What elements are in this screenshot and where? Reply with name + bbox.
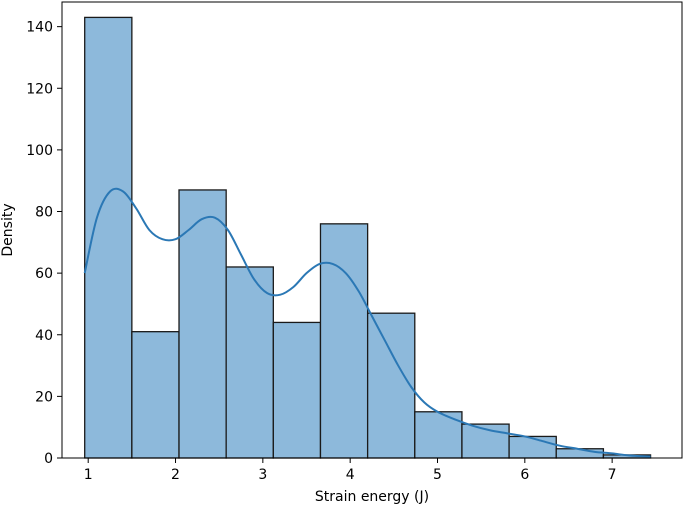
y-tick-label: 120 bbox=[26, 81, 53, 97]
kde-line bbox=[83, 187, 651, 458]
y-tick-label: 80 bbox=[35, 205, 53, 221]
x-tick-label: 4 bbox=[346, 467, 355, 483]
y-tick-label: 20 bbox=[35, 389, 53, 405]
x-tick-label: 6 bbox=[520, 467, 529, 483]
y-tick-label: 60 bbox=[35, 266, 53, 282]
x-ticks: 1 2 3 4 5 6 7 bbox=[84, 458, 617, 483]
histogram-bar bbox=[272, 321, 322, 459]
kde-layer bbox=[83, 187, 651, 458]
y-tick-label: 40 bbox=[35, 328, 53, 344]
x-axis-title: Strain energy (J) bbox=[315, 489, 429, 505]
y-tick-label: 140 bbox=[26, 20, 53, 36]
bars-layer bbox=[84, 16, 652, 459]
y-ticks: 0 20 40 60 80 100 120 140 bbox=[26, 20, 62, 467]
x-tick-label: 3 bbox=[258, 467, 267, 483]
histogram-bar bbox=[508, 435, 557, 459]
histogram-bar bbox=[225, 266, 274, 459]
histogram-bar bbox=[178, 189, 227, 459]
histogram-bar bbox=[319, 223, 369, 459]
y-axis-title: Density bbox=[0, 203, 16, 256]
y-tick-label: 0 bbox=[44, 451, 53, 467]
x-tick-label: 5 bbox=[433, 467, 442, 483]
x-tick-label: 7 bbox=[608, 467, 617, 483]
plot-frame bbox=[61, 1, 683, 459]
histogram-bar bbox=[131, 331, 180, 459]
y-tick-label: 100 bbox=[26, 143, 53, 159]
x-tick-label: 2 bbox=[171, 467, 180, 483]
histogram-bar bbox=[366, 312, 416, 459]
x-tick-label: 1 bbox=[84, 467, 93, 483]
